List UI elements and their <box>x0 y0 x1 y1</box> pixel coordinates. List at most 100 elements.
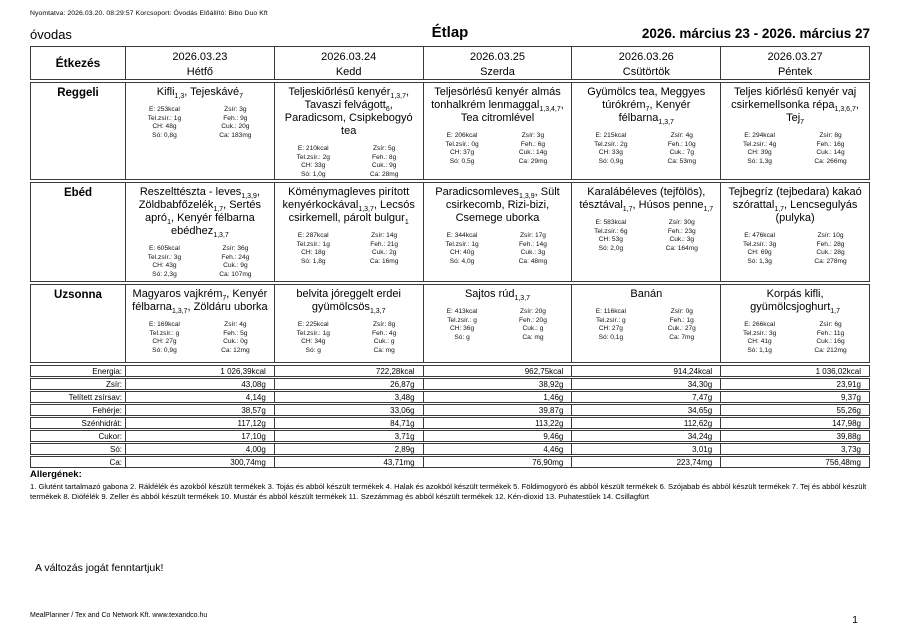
nutrition-line: Zsír: 0g <box>670 307 693 315</box>
page-title: Étlap <box>431 24 469 41</box>
menu-cell: Paradicsomleves1,3,9, Sült csirkecomb, R… <box>422 183 572 281</box>
nutrition-line: Tel.zsír.: g <box>596 316 626 324</box>
summary-value: 9,46g <box>422 431 572 441</box>
summary-value: 2,89g <box>273 444 423 454</box>
menu-cell: Teljesörlésű kenyér almás tonhalkrém len… <box>422 83 572 179</box>
date-range: 2026. március 23 - 2026. március 27 <box>641 26 870 41</box>
nutrition-line: Tel.zsír.: g <box>149 329 180 337</box>
nutrition-line: Zsír: 20g <box>519 307 546 315</box>
nutrition-right-column: Zsír: 8g Feh.: 4g Cuk.: g Ca: mg <box>349 321 420 356</box>
nutrition-line: Só: 2,3g <box>152 270 177 278</box>
title-bar: óvodas Étlap 2026. március 23 - 2026. má… <box>30 22 870 42</box>
summary-row: Ca: 300,74mg 43,71mg 76,90mg 223,74mg 756,48m… <box>30 456 870 468</box>
nutrition-left-column: E: 169kcal Tel.zsír.: g CH: 27g Só: 0,9g <box>129 321 200 356</box>
nutrition-line: Ca: 212mg <box>814 347 847 355</box>
nutrition-line: Zsír: 4g <box>670 131 693 139</box>
nutrition-line: Cuk.: g <box>373 338 395 346</box>
day-name: Péntek <box>777 65 813 78</box>
summary-value: 112,62g <box>571 418 720 428</box>
nutrition-line: Ca: 278mg <box>814 258 847 266</box>
allergen-subscript: 7 <box>800 119 805 127</box>
summary-row: Zsír: 43,08g 26,87g 38,92g 34,30g 23,91g <box>30 378 870 390</box>
nutrition-line: Ca: 53mg <box>667 158 697 166</box>
nutrition-line: E: 294kcal <box>744 131 776 139</box>
summary-value: 117,12g <box>125 418 274 428</box>
nutrition-line: Cuk.: 20g <box>221 123 250 131</box>
nutrition-block: E: 583kcal Tel.zsír.: 6g CH: 53g Só: 2,0g Zs… <box>575 219 717 254</box>
summary-value: 38,57g <box>125 405 274 415</box>
nutrition-right-column: Zsír: 5g Feh.: 8g Cuk.: 9g Ca: 28mg <box>349 145 420 180</box>
summary-row: Energia: 1 026,39kcal 722,28kcal 962,75kcal… <box>30 365 870 377</box>
allergen-subscript: 1,3,7 <box>369 308 386 316</box>
nutrition-line: E: 583kcal <box>595 218 627 226</box>
nutrition-left-column: E: 287kcal Tel.zsír.: 1g CH: 18g Só: 1,8g <box>278 232 349 267</box>
menu-cell: Gyümölcs tea, Meggyes túrókrém7, Kenyér … <box>571 83 720 179</box>
nutrition-left-column: E: 413kcal Tel.zsír.: g CH: 36g Só: g <box>427 308 498 343</box>
summary-row-label: Telített zsírsav: <box>68 392 122 402</box>
nutrition-line: CH: 33g <box>598 149 623 157</box>
summary-value: 38,92g <box>422 379 572 389</box>
nutrition-line: Ca: 48mg <box>518 258 548 266</box>
nutrition-line: E: 225kcal <box>297 320 329 328</box>
nutrition-line: Zsír: 4g <box>224 320 247 328</box>
day-name: Szerda <box>480 65 515 78</box>
nutrition-line: Cuk.: 9g <box>223 262 248 270</box>
meal-row-label: Ebéd <box>63 187 93 199</box>
summary-value: 4,46g <box>422 444 572 454</box>
nutrition-left-column: E: 605kcal Tel.zsír.: 3g CH: 43g Só: 2,3g <box>129 245 200 280</box>
summary-value: 39,87g <box>422 405 572 415</box>
summary-value: 39,88g <box>720 431 869 441</box>
nutrition-right-column: Zsír: 4g Feh.: 5g Cuk.: 0g Ca: 12mg <box>200 321 271 356</box>
nutrition-line: CH: 27g <box>598 325 623 333</box>
dish-title: Sajtos rúd1,3,7 <box>464 288 531 303</box>
day-header-cell: 2026.03.24 Kedd <box>273 47 423 79</box>
nutrition-line: CH: 40g <box>449 249 475 257</box>
nutrition-line: Feh.: 11g <box>816 329 845 337</box>
dish-title: Karalábéleves (tejfölös), tésztával1,7, … <box>579 186 714 214</box>
allergen-subscript: 1,7 <box>622 206 633 214</box>
nutrition-left-column: E: 215kcal Tel.zsír.: 2g CH: 33g Só: 0,9g <box>575 132 646 167</box>
nutrition-block: E: 225kcal Tel.zsír.: 1g CH: 34g Só: g Zsír:… <box>278 321 420 356</box>
dish-title: Tejbegríz (tejbedara) kakaó szórattal1,7… <box>728 186 862 224</box>
summary-value: 914,24kcal <box>571 366 720 376</box>
nutrition-left-column: E: 476kcal Tel.zsír.: 3g CH: 69g Só: 1,3g <box>724 232 795 267</box>
footer-text: MealPlanner / Tex and Co Network Kft. ww… <box>30 612 208 619</box>
dish-title: Köménymagleves pirított kenyérkockával1,… <box>282 186 415 227</box>
nutrition-line: E: 287kcal <box>297 231 329 239</box>
nutrition-left-column: E: 266kcal Tel.zsír.: 3g CH: 41g Só: 1,1g <box>724 321 795 356</box>
dish-title: Teljes kiőrlésű kenyér vaj csirkemellson… <box>731 86 859 127</box>
summary-value: 34,24g <box>571 431 720 441</box>
summary-value: 43,08g <box>125 379 274 389</box>
nutrition-left-column: E: 583kcal Tel.zsír.: 6g CH: 53g Só: 2,0g <box>575 219 646 254</box>
nutrition-line: Tel.zsír.: 1g <box>445 240 479 248</box>
summary-rows: Energia: 1 026,39kcal 722,28kcal 962,75kcal… <box>30 365 870 468</box>
nutrition-line: CH: 41g <box>747 338 772 346</box>
nutrition-line: Zsír: 17g <box>519 231 546 239</box>
dish-title: Teljesörlésű kenyér almás tonhalkrém len… <box>431 86 564 124</box>
nutrition-line: Tel.zsír.: 1g <box>147 114 182 122</box>
summary-value: 1 026,39kcal <box>125 366 274 376</box>
summary-value: 4,14g <box>125 392 274 402</box>
summary-row-label: Cukor: <box>98 431 122 441</box>
dish-title: Paradicsomleves1,3,9, Sült csirkecomb, R… <box>435 186 560 224</box>
summary-value: 3,71g <box>273 431 423 441</box>
day-name: Kedd <box>335 65 362 78</box>
allergen-subscript: 7 <box>222 295 227 303</box>
allergen-subscript: 1,3,7 <box>358 206 374 214</box>
dish-title: Magyaros vajkrém7, Kenyér félbarna1,3,7,… <box>132 288 268 316</box>
summary-value: 722,28kcal <box>273 366 423 376</box>
allergen-subscript: 1,3,7 <box>171 308 188 316</box>
nutrition-line: Zsír: 8g <box>372 320 396 328</box>
day-date: 2026.03.25 <box>469 51 526 63</box>
nutrition-line: Cuk.: 3g <box>520 249 546 257</box>
allergen-subscript: 1,3,6,7 <box>834 106 856 114</box>
nutrition-line: Só: 1,1g <box>747 347 772 355</box>
nutrition-line: Zsír: 8g <box>819 131 842 139</box>
day-date: 2026.03.23 <box>172 51 228 63</box>
nutrition-line: Tel.zsír.: 3g <box>147 253 182 261</box>
nutrition-line: Zsír: 6g <box>819 320 842 328</box>
nutrition-line: CH: 43g <box>152 262 177 270</box>
nutrition-right-column: Zsír: 14g Feh.: 21g Cuk.: 2g Ca: 16mg <box>349 232 420 267</box>
summary-row-label: Zsír: <box>106 379 122 389</box>
nutrition-line: CH: 34g <box>301 338 326 346</box>
